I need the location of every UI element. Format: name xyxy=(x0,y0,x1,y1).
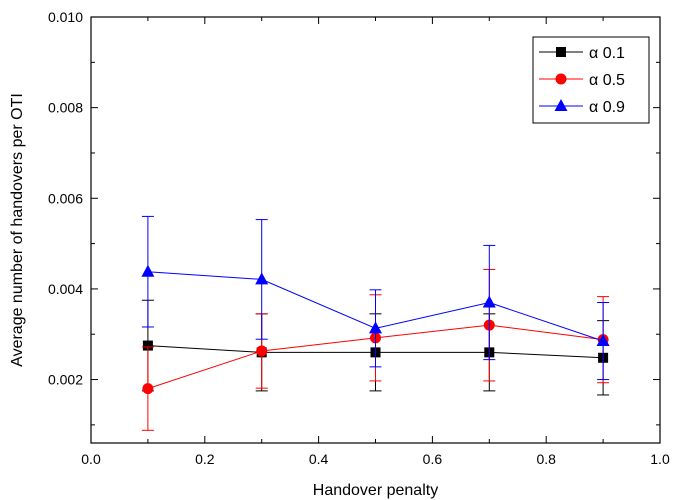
legend: α 0.1 α 0.5 α 0.9 xyxy=(532,36,650,124)
y-tick-label: 0.006 xyxy=(48,190,83,206)
x-tick-label: 0.8 xyxy=(536,451,556,467)
series-3 xyxy=(141,215,610,381)
legend-box xyxy=(532,36,650,124)
y-tick-label: 0.010 xyxy=(48,9,83,25)
plot-frame xyxy=(90,16,661,444)
x-axis-label: Handover penalty xyxy=(313,482,438,499)
plot-data xyxy=(141,215,610,431)
legend-item: α 0.1 xyxy=(539,45,625,62)
data-point xyxy=(255,272,269,285)
x-tick-label: 1.0 xyxy=(650,451,670,467)
data-point xyxy=(256,345,268,357)
data-point xyxy=(141,264,155,277)
data-point xyxy=(142,340,153,351)
x-tick-label: 0.0 xyxy=(81,451,101,467)
legend-marker xyxy=(555,73,567,85)
y-tick-label: 0.008 xyxy=(48,100,83,116)
legend-label: α 0.1 xyxy=(589,45,625,62)
legend-marker xyxy=(554,99,568,111)
x-tick-label: 0.4 xyxy=(309,451,329,467)
legend-item: α 0.9 xyxy=(539,99,625,116)
data-point xyxy=(369,321,382,334)
y-axis-label: Average number of handovers per OTI xyxy=(9,93,26,367)
data-point xyxy=(482,295,496,308)
x-tick-label: 0.2 xyxy=(195,451,215,467)
axis-ticks: 0.0 0.2 0.4 0.6 0.8 1.0 0.002 0.004 0.006 0.008 0.… xyxy=(48,9,670,467)
y-tick-label: 0.004 xyxy=(48,281,83,297)
data-point xyxy=(596,334,610,347)
legend-label: α 0.9 xyxy=(589,99,625,116)
legend-marker xyxy=(556,47,566,57)
data-point xyxy=(142,383,154,395)
legend-item: α 0.5 xyxy=(539,72,625,89)
y-tick-label: 0.002 xyxy=(48,372,83,388)
legend-label: α 0.5 xyxy=(589,72,625,89)
x-tick-label: 0.6 xyxy=(423,451,443,467)
